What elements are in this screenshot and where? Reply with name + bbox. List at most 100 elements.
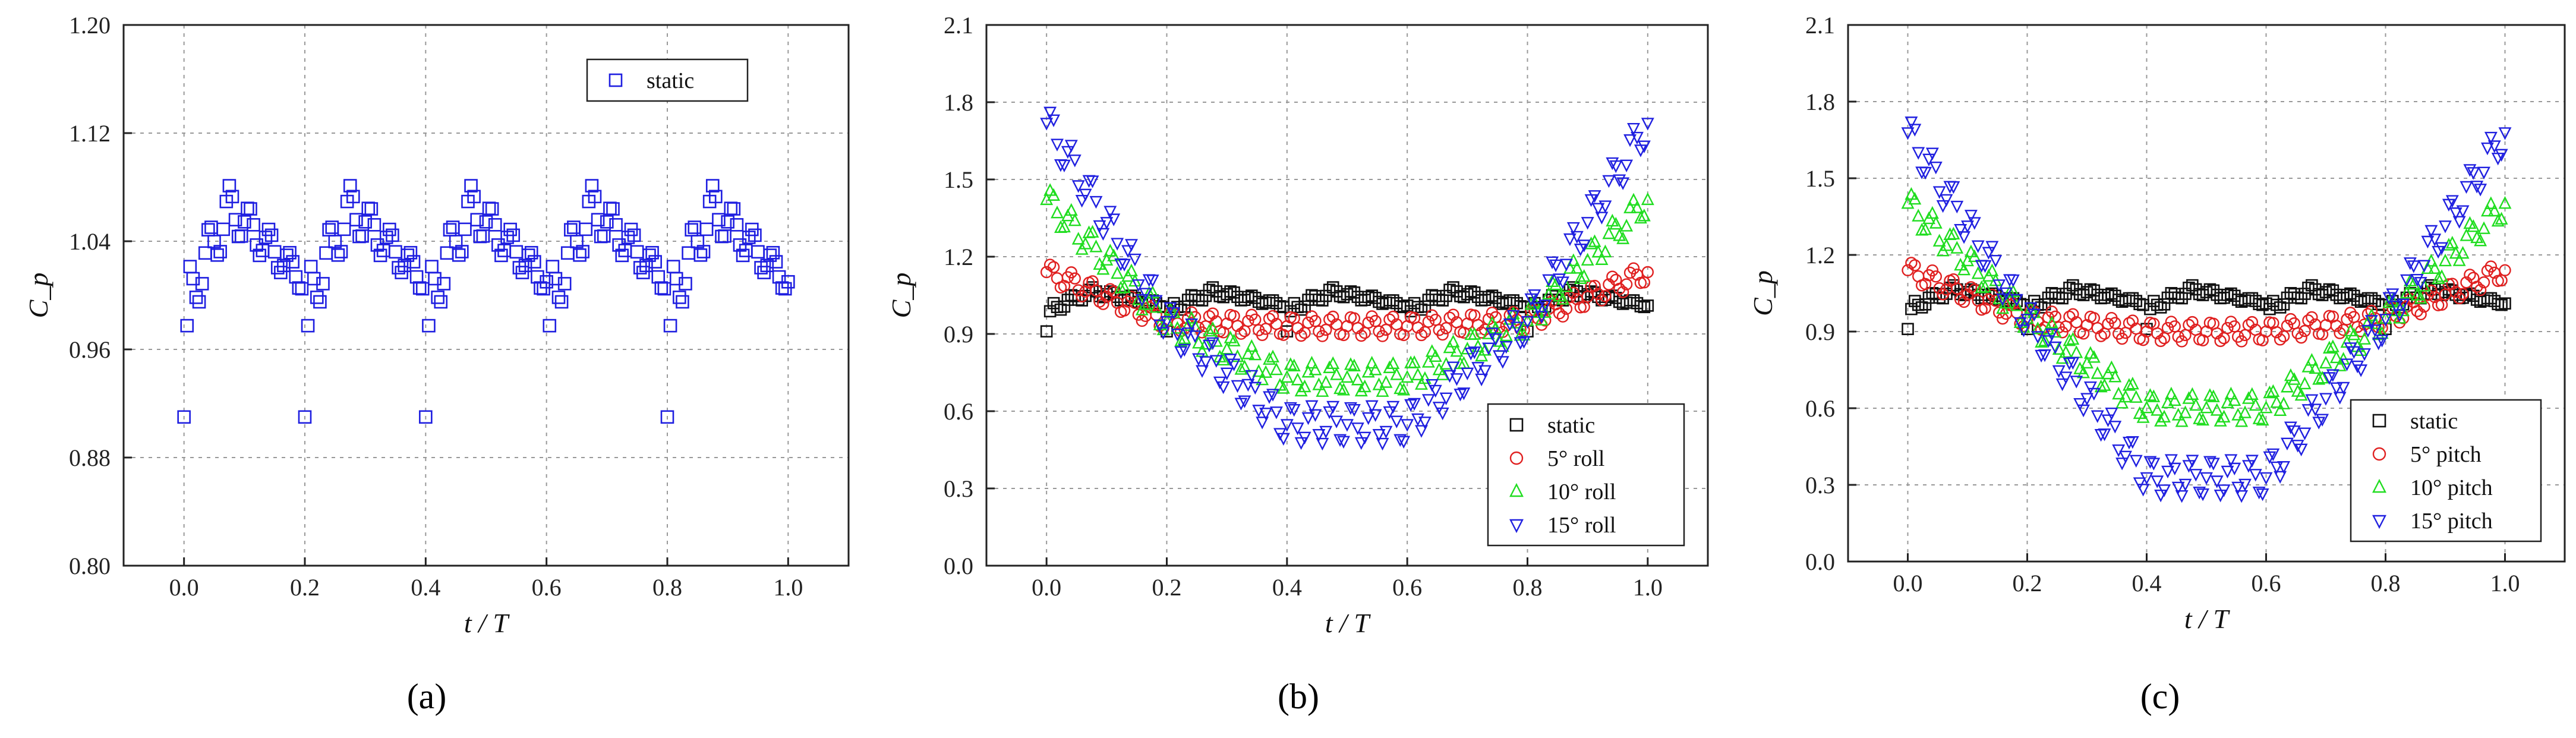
data-point — [1982, 247, 1995, 260]
x-tick-label: 0.2 — [290, 574, 320, 601]
data-point — [2140, 472, 2154, 485]
data-point — [2063, 333, 2076, 346]
data-point — [1950, 200, 1964, 214]
data-point — [367, 218, 381, 232]
data-point — [415, 282, 430, 296]
data-point — [1951, 282, 1963, 295]
data-point — [1047, 188, 1061, 201]
data-point — [1259, 323, 1272, 335]
data-point — [718, 229, 732, 243]
data-point — [1475, 294, 1488, 307]
data-point — [1909, 295, 1921, 307]
data-point — [600, 215, 614, 229]
data-point — [778, 282, 792, 296]
data-point — [1577, 239, 1591, 253]
y-axis-label: C_p — [886, 273, 916, 318]
data-point — [1641, 118, 1654, 131]
data-point — [2206, 389, 2220, 402]
chart-c: 0.0 0.2 0.4 0.6 0.8 1.0 0.0 0.3 0.6 0.9 1.2 1.5 1.8 2… — [1748, 12, 2566, 634]
data-point — [1361, 412, 1375, 425]
data-point — [2095, 330, 2107, 342]
data-point — [355, 229, 369, 243]
x-tick-label: 0.0 — [1893, 570, 1923, 597]
data-point — [1256, 329, 1269, 341]
y-tick-label: 1.12 — [69, 120, 111, 147]
data-point — [2495, 212, 2508, 225]
data-point — [2277, 330, 2290, 343]
data-point — [1957, 262, 1971, 276]
data-point — [1531, 302, 1545, 315]
data-point — [364, 202, 379, 216]
x-axis-label: t / T — [2184, 604, 2231, 634]
x-tick-label: 0.4 — [1272, 574, 1302, 601]
data-point — [1623, 200, 1637, 213]
data-point — [1295, 303, 1307, 316]
data-point — [1192, 336, 1206, 349]
data-point — [1203, 310, 1216, 323]
data-point — [1202, 323, 1216, 337]
x-tick-label: 0.4 — [2132, 570, 2162, 597]
data-point — [1372, 428, 1386, 442]
data-point — [654, 281, 669, 295]
data-point — [669, 272, 683, 286]
data-point — [1365, 355, 1379, 369]
data-point — [386, 228, 399, 242]
data-point — [1954, 223, 1968, 237]
y-tick-label: 0.9 — [944, 321, 973, 348]
data-point — [2126, 436, 2139, 449]
data-point — [1978, 279, 1992, 293]
data-point — [1206, 307, 1219, 320]
data-point — [2238, 329, 2252, 342]
plot-frame — [985, 24, 1709, 567]
data-point — [458, 222, 472, 236]
data-point — [1471, 362, 1485, 375]
data-point — [1090, 284, 1102, 297]
data-point — [2112, 386, 2126, 400]
data-point — [2487, 203, 2501, 217]
data-point — [1905, 116, 1918, 130]
data-point — [2225, 287, 2237, 300]
y-tick-label: 0.3 — [944, 475, 973, 502]
data-point — [2445, 235, 2459, 249]
data-point — [1174, 333, 1188, 346]
data-point — [1468, 327, 1481, 340]
data-point — [2042, 335, 2055, 348]
data-point — [2480, 142, 2494, 156]
legend-marker — [1509, 418, 1524, 432]
data-point — [1376, 384, 1389, 397]
data-point — [1171, 321, 1184, 334]
data-point — [2235, 335, 2248, 348]
data-point — [1348, 286, 1361, 299]
data-point — [721, 215, 734, 229]
legend: static — [586, 58, 749, 102]
data-point — [1450, 344, 1464, 357]
data-point — [2491, 213, 2505, 227]
data-point — [627, 228, 641, 242]
data-point — [666, 260, 680, 273]
data-point — [2238, 405, 2252, 418]
x-tick-label: 1.0 — [773, 574, 803, 601]
y-tick-label: 0.96 — [69, 336, 111, 363]
data-point — [1588, 234, 1601, 247]
data-point — [2080, 393, 2093, 406]
data-point — [1284, 402, 1297, 415]
data-point — [2164, 454, 2178, 467]
data-point — [198, 246, 212, 260]
data-point — [2221, 465, 2234, 479]
data-point — [1957, 295, 1970, 308]
data-point — [2294, 443, 2308, 456]
data-point — [1312, 428, 1326, 442]
data-point — [2474, 184, 2487, 197]
data-point — [2020, 314, 2034, 327]
data-point — [591, 213, 605, 227]
data-point — [1220, 342, 1234, 355]
data-point — [1411, 413, 1424, 427]
data-point — [651, 270, 666, 284]
data-point — [2487, 140, 2501, 153]
data-point — [1206, 337, 1219, 351]
legend-marker — [608, 73, 623, 87]
data-point — [1609, 160, 1623, 174]
data-point — [398, 258, 412, 273]
data-point — [2277, 461, 2291, 474]
data-point — [1574, 271, 1587, 284]
